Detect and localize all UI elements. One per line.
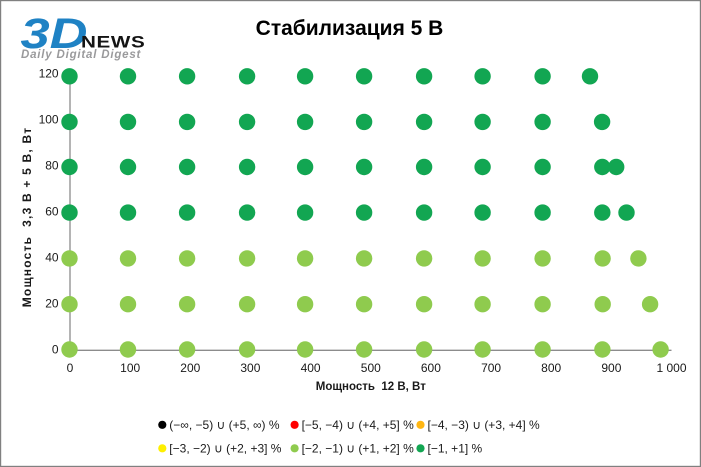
- svg-text:[−3, −2) ∪ (+2, +3] %: [−3, −2) ∪ (+2, +3] %: [169, 442, 282, 456]
- svg-text:Мощность 3,3 В + 5 В, Вт: Мощность 3,3 В + 5 В, Вт: [20, 127, 34, 308]
- svg-text:[−2, −1) ∪ (+1, +2] %: [−2, −1) ∪ (+1, +2] %: [302, 442, 415, 456]
- svg-text:(−∞, −5) ∪ (+5, ∞) %: (−∞, −5) ∪ (+5, ∞) %: [169, 418, 280, 432]
- svg-text:60: 60: [45, 204, 59, 218]
- svg-text:600: 600: [421, 361, 441, 375]
- svg-text:40: 40: [45, 251, 59, 265]
- svg-text:Мощность 12 В, Вт: Мощность 12 В, Вт: [316, 381, 426, 393]
- svg-text:[−1, +1] %: [−1, +1] %: [428, 442, 483, 456]
- svg-text:Daily Digital Digest: Daily Digital Digest: [21, 49, 142, 61]
- svg-text:700: 700: [481, 361, 501, 375]
- svg-text:1 000: 1 000: [656, 361, 686, 375]
- svg-text:200: 200: [180, 361, 200, 375]
- svg-text:0: 0: [67, 361, 74, 375]
- svg-text:400: 400: [301, 361, 321, 375]
- svg-text:3D: 3D: [21, 10, 88, 58]
- svg-text:Стабилизация 5 В: Стабилизация 5 В: [256, 17, 444, 40]
- svg-text:80: 80: [45, 158, 59, 172]
- svg-text:500: 500: [361, 361, 381, 375]
- svg-text:800: 800: [541, 361, 561, 375]
- svg-text:300: 300: [240, 361, 260, 375]
- svg-text:0: 0: [52, 343, 59, 357]
- svg-text:100: 100: [120, 361, 140, 375]
- svg-text:[−5, −4) ∪ (+4, +5] %: [−5, −4) ∪ (+4, +5] %: [302, 418, 415, 432]
- svg-text:[−4, −3) ∪ (+3, +4] %: [−4, −3) ∪ (+3, +4] %: [428, 418, 541, 432]
- svg-text:120: 120: [39, 66, 59, 80]
- svg-text:900: 900: [601, 361, 621, 375]
- svg-text:100: 100: [39, 112, 59, 126]
- svg-text:20: 20: [45, 297, 59, 311]
- svg-text:NEWS: NEWS: [81, 32, 145, 51]
